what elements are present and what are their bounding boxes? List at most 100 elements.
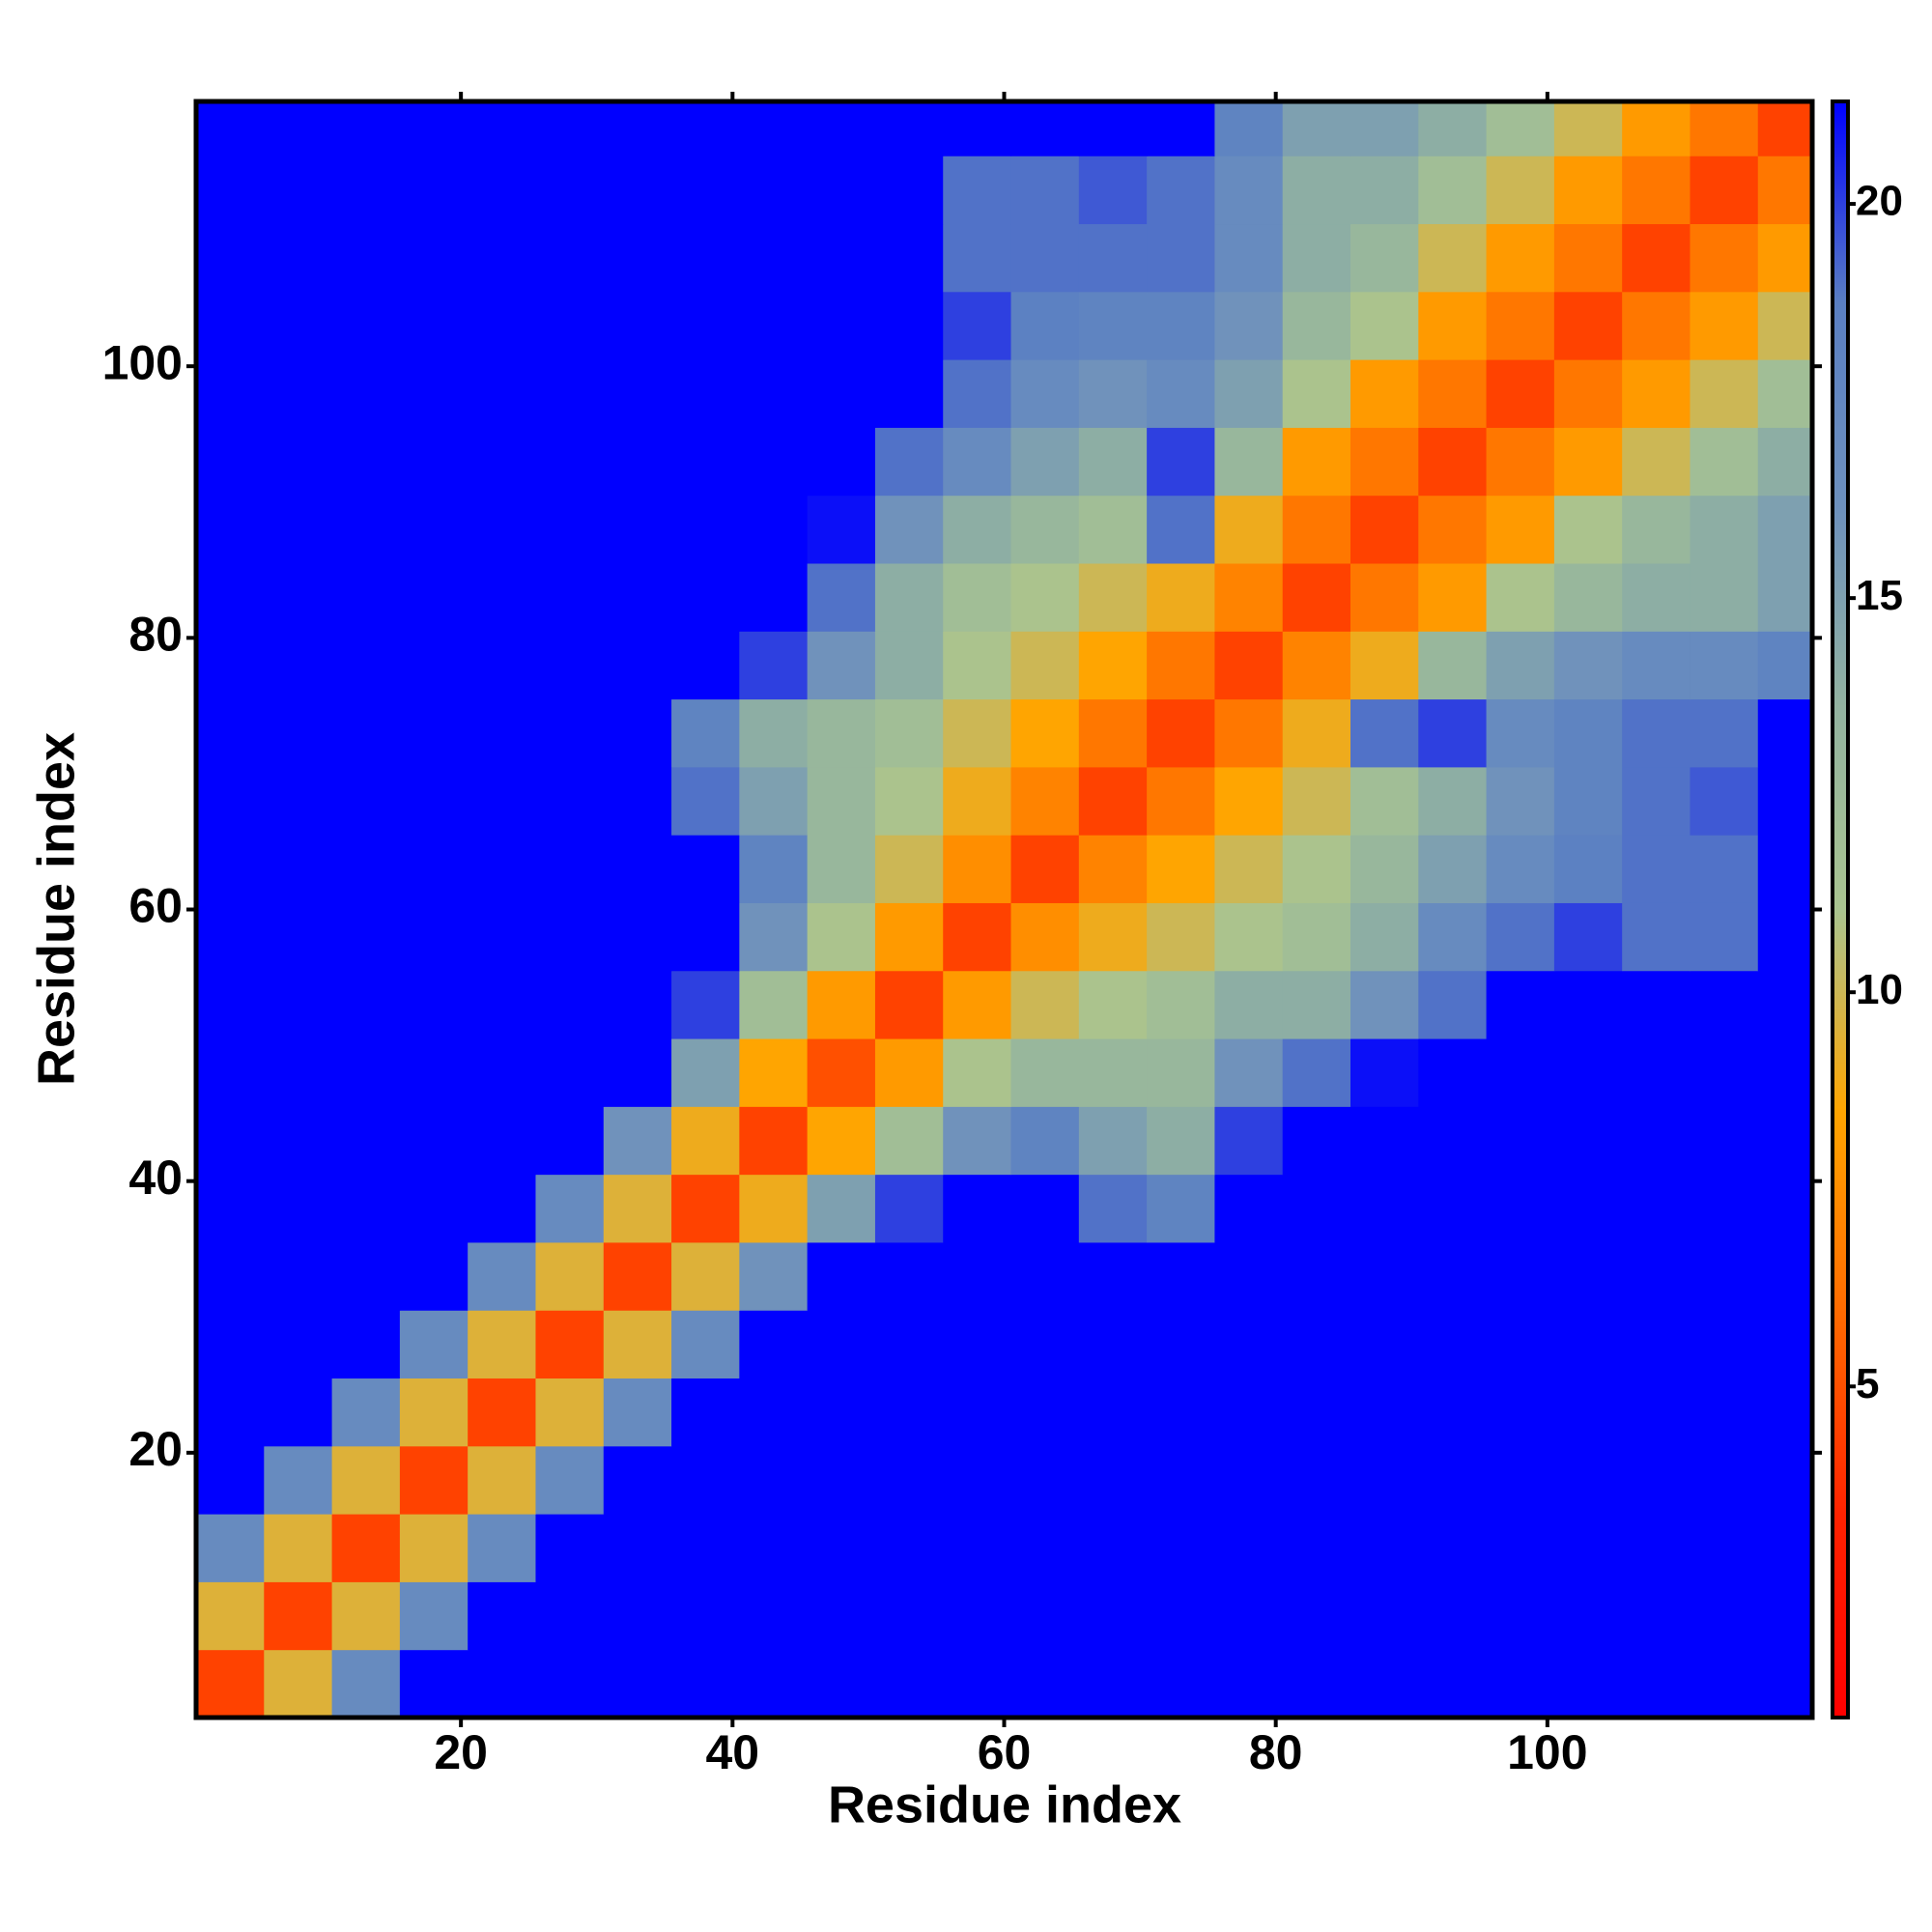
heatmap-cell (1622, 902, 1690, 972)
heatmap-cell (399, 902, 469, 972)
heatmap-cell (264, 1445, 333, 1515)
heatmap-cell (535, 835, 605, 903)
heatmap-cell (1622, 1106, 1690, 1176)
heatmap-cell (807, 1445, 876, 1515)
heatmap-cell (399, 1581, 469, 1651)
heatmap-cell (671, 698, 740, 768)
heatmap-cell (1757, 156, 1813, 225)
heatmap-cell (1147, 1174, 1215, 1243)
y-tick-label: 100 (102, 335, 183, 389)
heatmap-cell (1418, 835, 1488, 903)
heatmap-cell (399, 1174, 469, 1243)
heatmap-cell (671, 1514, 740, 1582)
heatmap-cell (874, 1174, 944, 1243)
heatmap-cell (739, 1174, 809, 1243)
heatmap-cell (1622, 1241, 1690, 1311)
heatmap-cell (1486, 1310, 1555, 1379)
heatmap-cell (1010, 766, 1080, 836)
heatmap-cell (603, 766, 672, 836)
heatmap-cell (264, 902, 333, 972)
heatmap-cell (196, 495, 265, 564)
heatmap-cell (1147, 1106, 1215, 1176)
y-tick-label: 80 (128, 608, 183, 662)
heatmap-cell (603, 970, 672, 1039)
heatmap-cell (874, 427, 944, 497)
heatmap-cell (1010, 563, 1080, 632)
heatmap-cell (468, 223, 536, 293)
heatmap-cell (1350, 1649, 1419, 1719)
heatmap-cell (874, 291, 944, 360)
heatmap-cell (1010, 1649, 1080, 1719)
heatmap-cell (1214, 1581, 1284, 1651)
y-axis-label: Residue index (27, 732, 85, 1086)
heatmap-cell (1418, 101, 1488, 156)
heatmap-cell (1350, 835, 1419, 903)
heatmap-cell (1078, 1310, 1148, 1379)
heatmap-cell (807, 291, 876, 360)
heatmap-cell (1757, 1378, 1813, 1447)
heatmap-cell (1282, 1378, 1351, 1447)
heatmap-cell (1553, 1174, 1623, 1243)
heatmap-cell (671, 766, 740, 836)
heatmap-cell (264, 563, 333, 632)
heatmap-cell (1350, 1378, 1419, 1447)
heatmap-cell (603, 1581, 672, 1651)
heatmap-cell (1147, 1581, 1215, 1651)
heatmap-cell (739, 495, 809, 564)
heatmap-cell (1282, 223, 1351, 293)
heatmap-cell (1690, 970, 1759, 1039)
heatmap-cell (1553, 631, 1623, 700)
heatmap-cell (1214, 1038, 1284, 1107)
heatmap-cell (1418, 1241, 1488, 1311)
heatmap-cell (1486, 835, 1555, 903)
heatmap-cell (739, 1310, 809, 1379)
heatmap-cell (1282, 1514, 1351, 1582)
heatmap-cell (1282, 563, 1351, 632)
heatmap-cell (943, 1581, 1012, 1651)
heatmap-cell (399, 1241, 469, 1311)
heatmap-cell (331, 1174, 401, 1243)
heatmap-cell (196, 223, 265, 293)
heatmap-cell (1350, 1581, 1419, 1651)
heatmap-cell (1622, 101, 1690, 156)
heatmap-cell (1078, 1378, 1148, 1447)
heatmap-cell (1553, 1241, 1623, 1311)
heatmap-cell (874, 1514, 944, 1582)
heatmap-cell (1553, 1581, 1623, 1651)
heatmap-cell (1757, 1038, 1813, 1107)
heatmap-cell (943, 495, 1012, 564)
heatmap-cell (1147, 495, 1215, 564)
heatmap-cell (264, 1241, 333, 1311)
heatmap-cell (1010, 1174, 1080, 1243)
heatmap-cell (196, 101, 265, 156)
heatmap-cell (1690, 1038, 1759, 1107)
heatmap-cell (331, 835, 401, 903)
heatmap-cell (1418, 223, 1488, 293)
heatmap-cell (1078, 970, 1148, 1039)
heatmap-cell (1078, 563, 1148, 632)
heatmap-cell (535, 1581, 605, 1651)
heatmap-cell (671, 291, 740, 360)
heatmap-cell (1690, 1174, 1759, 1243)
heatmap-cell (874, 1241, 944, 1311)
heatmap-cell (1690, 495, 1759, 564)
heatmap-cell (1147, 1241, 1215, 1311)
heatmap-cell (671, 563, 740, 632)
heatmap-cell (1282, 1106, 1351, 1176)
heatmap-cell (1690, 1581, 1759, 1651)
heatmap-cell (1622, 359, 1690, 428)
heatmap-cell (739, 291, 809, 360)
heatmap-cell (1214, 631, 1284, 700)
heatmap-cell (1010, 970, 1080, 1039)
heatmap-cell (943, 1445, 1012, 1515)
heatmap-cell (399, 101, 469, 156)
heatmap-cell (1010, 1106, 1080, 1176)
heatmap-cell (671, 427, 740, 497)
heatmap-cell (874, 495, 944, 564)
heatmap-cell (1282, 1174, 1351, 1243)
heatmap-cell (1010, 427, 1080, 497)
heatmap-cell (399, 223, 469, 293)
heatmap-cell (807, 101, 876, 156)
heatmap-cell (1553, 1378, 1623, 1447)
heatmap-cell (1486, 427, 1555, 497)
